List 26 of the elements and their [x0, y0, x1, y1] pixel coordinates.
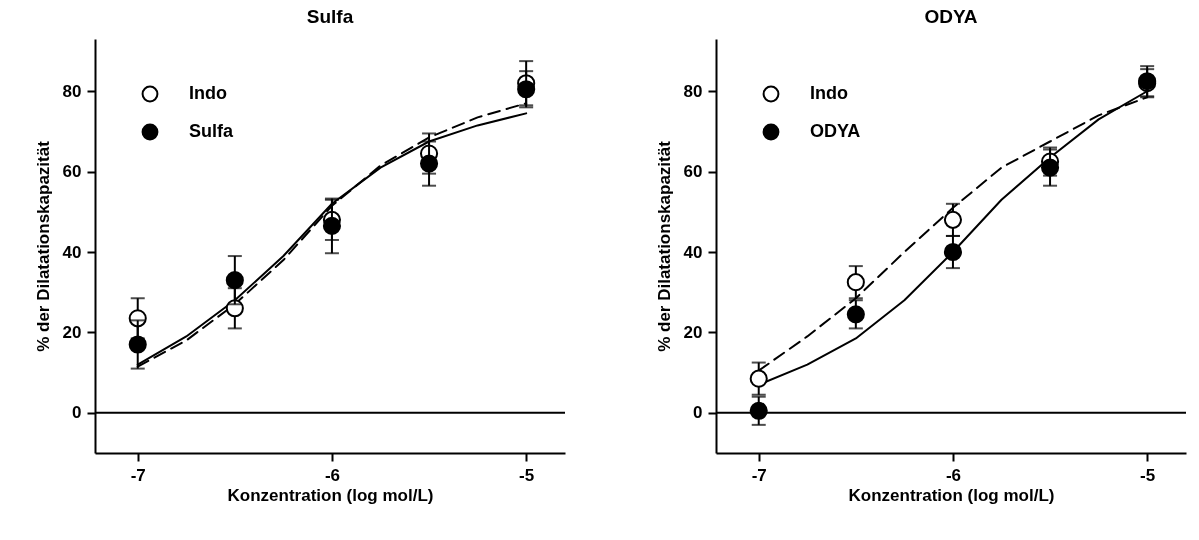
x-tick-label: -7 [751, 465, 767, 485]
legend-label: Sulfa [189, 121, 234, 141]
x-axis-title: Konzentration (log mol/L) [848, 485, 1055, 505]
chart-title: Sulfa [306, 6, 354, 27]
y-tick-label: 0 [72, 403, 82, 423]
y-tick-label: 60 [683, 162, 703, 182]
y-tick-label: 40 [62, 242, 82, 262]
chart-title: ODYA [924, 6, 978, 27]
y-axis-title: % der Dilatationskapazität [33, 140, 53, 352]
y-tick-label: 20 [62, 322, 82, 342]
y-tick-label: 80 [683, 81, 703, 101]
y-tick-label: 80 [62, 81, 82, 101]
legend-label: ODYA [810, 121, 861, 141]
y-tick-label: 60 [62, 162, 82, 182]
y-tick-label: 0 [693, 403, 703, 423]
x-tick-label: -6 [324, 465, 340, 485]
x-tick-label: -5 [519, 465, 535, 485]
y-tick-label: 20 [683, 322, 703, 342]
x-tick-label: -5 [1140, 465, 1156, 485]
x-axis-title: Konzentration (log mol/L) [227, 485, 434, 505]
legend-label: Indo [810, 83, 848, 103]
y-tick-label: 40 [683, 242, 703, 262]
y-axis-title: % der Dilatationskapazität [654, 140, 674, 352]
x-tick-label: -6 [945, 465, 961, 485]
x-tick-label: -7 [130, 465, 146, 485]
legend-label: Indo [189, 83, 227, 103]
